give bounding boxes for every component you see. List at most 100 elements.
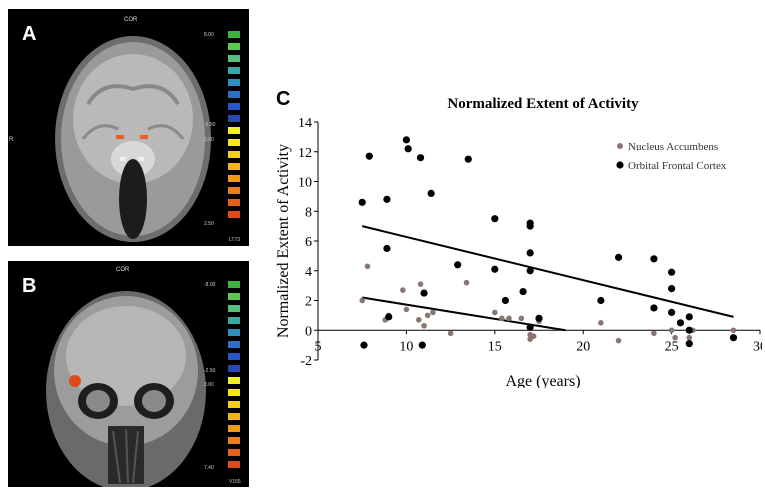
nucleus-accumbens-point [430, 309, 436, 316]
nucleus-accumbens-point [400, 287, 406, 293]
orbital-frontal-point [597, 296, 605, 305]
panel-a-scale-label-mid2: 3.00 [204, 137, 214, 143]
nucleus-accumbens-point [615, 337, 622, 344]
y-tick-label: 4 [305, 265, 312, 280]
nucleus-accumbens-point [518, 315, 525, 322]
brain-mri-image [55, 36, 211, 242]
y-tick-label: 8 [305, 205, 312, 220]
nucleus-accumbens-point [421, 322, 427, 329]
orbital-frontal-point [650, 255, 658, 263]
orbital-frontal-point [685, 326, 693, 334]
color-scale-block [228, 281, 240, 288]
nucleus-accumbens-point [499, 315, 505, 322]
orbital-frontal-point [519, 287, 527, 296]
color-scale-block [228, 55, 240, 62]
color-scale-block [228, 31, 240, 38]
nucleus-accumbens-point [403, 306, 410, 313]
y-tick-label: 6 [305, 235, 312, 250]
color-scale-block [228, 175, 240, 182]
orbital-frontal-point [668, 308, 676, 316]
orbital-frontal-point [729, 334, 738, 342]
nucleus-accumbens-point [463, 279, 470, 286]
orbital-frontal-point [491, 265, 499, 273]
panel-b-view-label: COR [116, 267, 130, 273]
color-scale-block [228, 377, 240, 384]
orbital-frontal-point [668, 285, 676, 293]
color-scale-block [228, 211, 240, 218]
legend-label: Nucleus Accumbens [628, 141, 718, 153]
orbital-frontal-point [365, 152, 373, 160]
color-scale-block [228, 151, 240, 158]
orbital-frontal-point [418, 341, 426, 349]
orbital-frontal-point [501, 296, 510, 305]
y-tick-label: -2 [300, 354, 312, 369]
color-scale-block [228, 67, 240, 74]
x-tick-label: 15 [488, 339, 502, 354]
orbital-frontal-point [383, 244, 391, 253]
panel-a-mri-coronal: A COR R 8.00 -2.50 3.00 2.50 LT73 [8, 9, 249, 246]
orbital-frontal-point [650, 304, 658, 312]
orbital-frontal-point [404, 145, 412, 153]
orbital-frontal-point [416, 154, 425, 162]
y-tick-label: 0 [305, 324, 312, 339]
orbital-frontal-point [402, 136, 410, 144]
orbital-frontal-point [360, 341, 368, 349]
panel-a-scale-label-mid1: -2.50 [204, 122, 216, 128]
panel-a-letter: A [22, 23, 37, 45]
color-scale-block [228, 43, 240, 50]
color-scale-block [228, 329, 240, 336]
color-scale-block [228, 127, 240, 134]
nucleus-accumbens-point [506, 315, 512, 322]
trend-line [361, 225, 734, 318]
x-tick-label: 5 [315, 339, 322, 354]
orbital-frontal-point [385, 313, 393, 321]
nucleus-accumbens-point [424, 312, 431, 319]
panel-b-corner-label: V165 [229, 479, 241, 485]
y-tick-label: 2 [305, 295, 312, 310]
panel-b-mri-coronal: B COR -8.00 -2.50 3.00 7.40 V165 [8, 261, 249, 487]
color-scale-block [228, 103, 240, 110]
orbital-frontal-point [685, 340, 693, 348]
orbital-frontal-point [526, 249, 534, 257]
color-scale-block [228, 461, 240, 468]
color-scale-block [228, 91, 240, 98]
orbital-frontal-point [358, 198, 366, 206]
x-tick-label: 30 [753, 339, 762, 354]
nucleus-accumbens-point [651, 330, 657, 337]
x-tick-label: 25 [665, 339, 679, 354]
color-scale-block [228, 187, 240, 194]
panel-c-letter: C [276, 88, 291, 110]
orbital-frontal-point [427, 189, 435, 197]
nucleus-accumbens-point [415, 317, 422, 323]
panel-b-scale-label-mid1: -2.50 [204, 368, 216, 374]
nucleus-accumbens-point [359, 297, 365, 304]
panel-a-corner-label: LT73 [229, 237, 241, 243]
orbital-frontal-point [614, 253, 623, 261]
color-scale-block [228, 389, 240, 396]
color-scale-block [228, 401, 240, 408]
nucleus-accumbens-point [672, 334, 678, 341]
color-scale-block [228, 79, 240, 86]
color-scale-block [228, 353, 240, 360]
orbital-frontal-point [526, 323, 534, 331]
panel-a-scale-label-bottom: 2.50 [204, 221, 214, 227]
panel-a-side-marker: R [9, 137, 14, 143]
scatter-chart: Normalized Extent of Activity -2 0 2 4 6 8 10 12… [275, 96, 762, 388]
legend-marker [617, 143, 623, 149]
nucleus-accumbens-point [730, 327, 737, 334]
color-scale-block [228, 413, 240, 420]
orbital-frontal-point [526, 267, 534, 275]
panel-a-view-label: COR [124, 17, 138, 23]
color-scale-block [228, 199, 240, 206]
chart-title: Normalized Extent of Activity [447, 96, 639, 112]
x-tick-label: 20 [576, 339, 590, 354]
legend-label: Orbital Frontal Cortex [628, 160, 727, 172]
color-scale-block [228, 163, 240, 170]
y-tick-label: 12 [298, 146, 312, 161]
nucleus-accumbens-point [686, 334, 693, 341]
orbital-frontal-point [464, 155, 472, 163]
nucleus-accumbens-point [417, 281, 424, 287]
color-scale-block [228, 139, 240, 146]
color-scale-block [228, 317, 240, 324]
nucleus-accumbens-point [364, 263, 371, 270]
